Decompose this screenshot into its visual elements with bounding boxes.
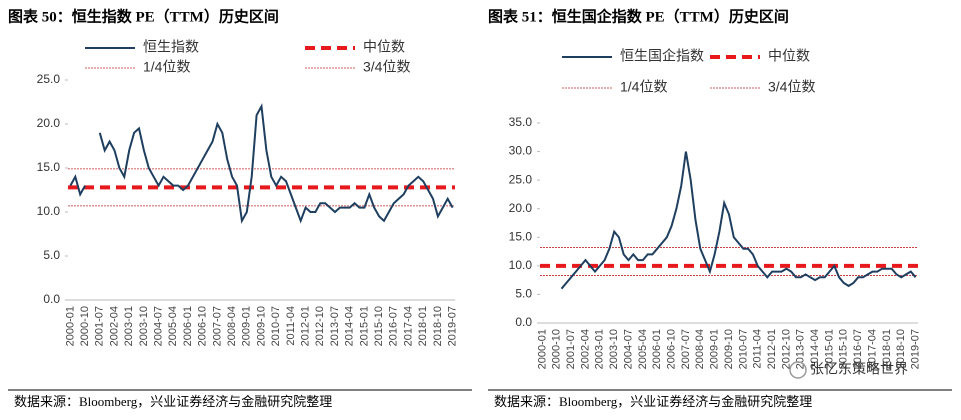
watermark: 张忆东策略世界 <box>810 361 908 377</box>
x-tick-label: 2007-07 <box>211 306 223 346</box>
x-tick-label: 2002-04 <box>108 306 120 346</box>
legend-label: 3/4位数 <box>363 59 410 75</box>
chart-title: 图表 51：恒生国企指数 PE（TTM）历史区间 <box>488 7 789 25</box>
x-tick-label: 2003-10 <box>608 329 620 369</box>
x-tick-label: 2018-10 <box>895 329 907 369</box>
legend-label: 中位数 <box>768 48 810 64</box>
x-tick-label: 2015-10 <box>838 329 850 369</box>
x-tick-label: 2009-01 <box>241 306 253 346</box>
legend-label: 中位数 <box>363 39 405 55</box>
x-tick-label: 2011-04 <box>285 306 297 346</box>
legend-label: 恒生指数 <box>143 39 199 55</box>
y-tick-label: 5.0 <box>515 287 532 301</box>
x-tick-label: 2003-01 <box>123 306 135 346</box>
x-tick-label: 2000-01 <box>536 329 548 369</box>
x-tick-label: 2012-10 <box>314 306 326 346</box>
x-tick-label: 2010-07 <box>737 329 749 369</box>
x-tick-label: 2002-04 <box>579 329 591 369</box>
x-tick-label: 2004-07 <box>153 306 165 346</box>
x-tick-label: 2013-07 <box>329 306 341 346</box>
x-tick-label: 2014-04 <box>809 329 821 369</box>
x-tick-label: 2005-04 <box>167 306 179 346</box>
x-tick-label: 2013-07 <box>795 329 807 369</box>
x-tick-label: 2015-10 <box>373 306 385 346</box>
chart-panel: 图表 51：恒生国企指数 PE（TTM）历史区间数据来源：Bloomberg，兴… <box>488 7 952 409</box>
x-tick-label: 2000-10 <box>79 306 91 346</box>
x-tick-label: 2012-01 <box>766 329 778 369</box>
x-tick-label: 2001-07 <box>94 306 106 346</box>
x-tick-label: 2001-07 <box>565 329 577 369</box>
x-tick-label: 2006-01 <box>182 306 194 346</box>
legend-label: 1/4位数 <box>143 59 190 75</box>
x-tick-label: 2015-01 <box>823 329 835 369</box>
y-tick-label: 35.0 <box>509 115 533 129</box>
x-tick-label: 2003-01 <box>594 329 606 369</box>
y-tick-label: 0.0 <box>43 292 60 306</box>
y-tick-label: 10.0 <box>37 204 61 218</box>
legend-label: 恒生国企指数 <box>620 48 704 64</box>
x-tick-label: 2007-07 <box>680 329 692 369</box>
x-tick-label: 2008-04 <box>694 329 706 369</box>
y-tick-label: 20.0 <box>509 201 533 215</box>
series-line <box>560 151 917 290</box>
x-tick-label: 2011-04 <box>752 329 764 369</box>
y-tick-label: 15.0 <box>37 160 61 174</box>
y-tick-label: 10.0 <box>509 258 533 272</box>
x-tick-label: 2006-01 <box>651 329 663 369</box>
x-tick-label: 2006-10 <box>197 306 209 346</box>
x-tick-label: 2016-07 <box>852 329 864 369</box>
y-tick-label: 25.0 <box>37 72 61 86</box>
x-tick-label: 2008-04 <box>226 306 238 346</box>
x-tick-label: 2017-04 <box>402 306 414 346</box>
x-tick-label: 2017-04 <box>866 329 878 369</box>
x-tick-label: 2010-07 <box>270 306 282 346</box>
x-tick-label: 2018-01 <box>417 306 429 346</box>
watermark-icon <box>789 361 807 379</box>
x-tick-label: 2018-10 <box>432 306 444 346</box>
x-tick-label: 2012-01 <box>299 306 311 346</box>
x-tick-label: 2015-01 <box>358 306 370 346</box>
x-tick-label: 2016-07 <box>388 306 400 346</box>
y-tick-label: 25.0 <box>509 172 533 186</box>
source-note: 数据来源：Bloomberg，兴业证券经济与金融研究院整理 <box>494 394 812 409</box>
y-tick-label: 0.0 <box>515 315 532 329</box>
x-tick-label: 2000-10 <box>551 329 563 369</box>
x-tick-label: 2014-04 <box>344 306 356 346</box>
x-tick-label: 2009-10 <box>255 306 267 346</box>
x-tick-label: 2005-04 <box>637 329 649 369</box>
x-tick-label: 2009-01 <box>709 329 721 369</box>
y-tick-label: 20.0 <box>37 116 61 130</box>
y-tick-label: 15.0 <box>509 229 533 243</box>
y-tick-label: 30.0 <box>509 144 533 158</box>
x-tick-label: 2000-01 <box>64 306 76 346</box>
x-tick-label: 2006-10 <box>665 329 677 369</box>
legend-label: 3/4位数 <box>768 79 815 95</box>
x-tick-label: 2018-01 <box>881 329 893 369</box>
legend-label: 1/4位数 <box>620 79 667 95</box>
x-tick-label: 2003-10 <box>138 306 150 346</box>
x-tick-label: 2009-10 <box>723 329 735 369</box>
series-line <box>69 103 454 224</box>
x-tick-label: 2019-07 <box>446 306 458 346</box>
source-note: 数据来源：Bloomberg，兴业证券经济与金融研究院整理 <box>14 394 332 409</box>
y-tick-label: 5.0 <box>43 248 60 262</box>
x-tick-label: 2012-10 <box>780 329 792 369</box>
chart-title: 图表 50：恒生指数 PE（TTM）历史区间 <box>8 7 279 25</box>
x-tick-label: 2019-07 <box>910 329 922 369</box>
x-tick-label: 2004-07 <box>622 329 634 369</box>
chart-panel: 图表 50：恒生指数 PE（TTM）历史区间数据来源：Bloomberg，兴业证… <box>8 7 472 409</box>
